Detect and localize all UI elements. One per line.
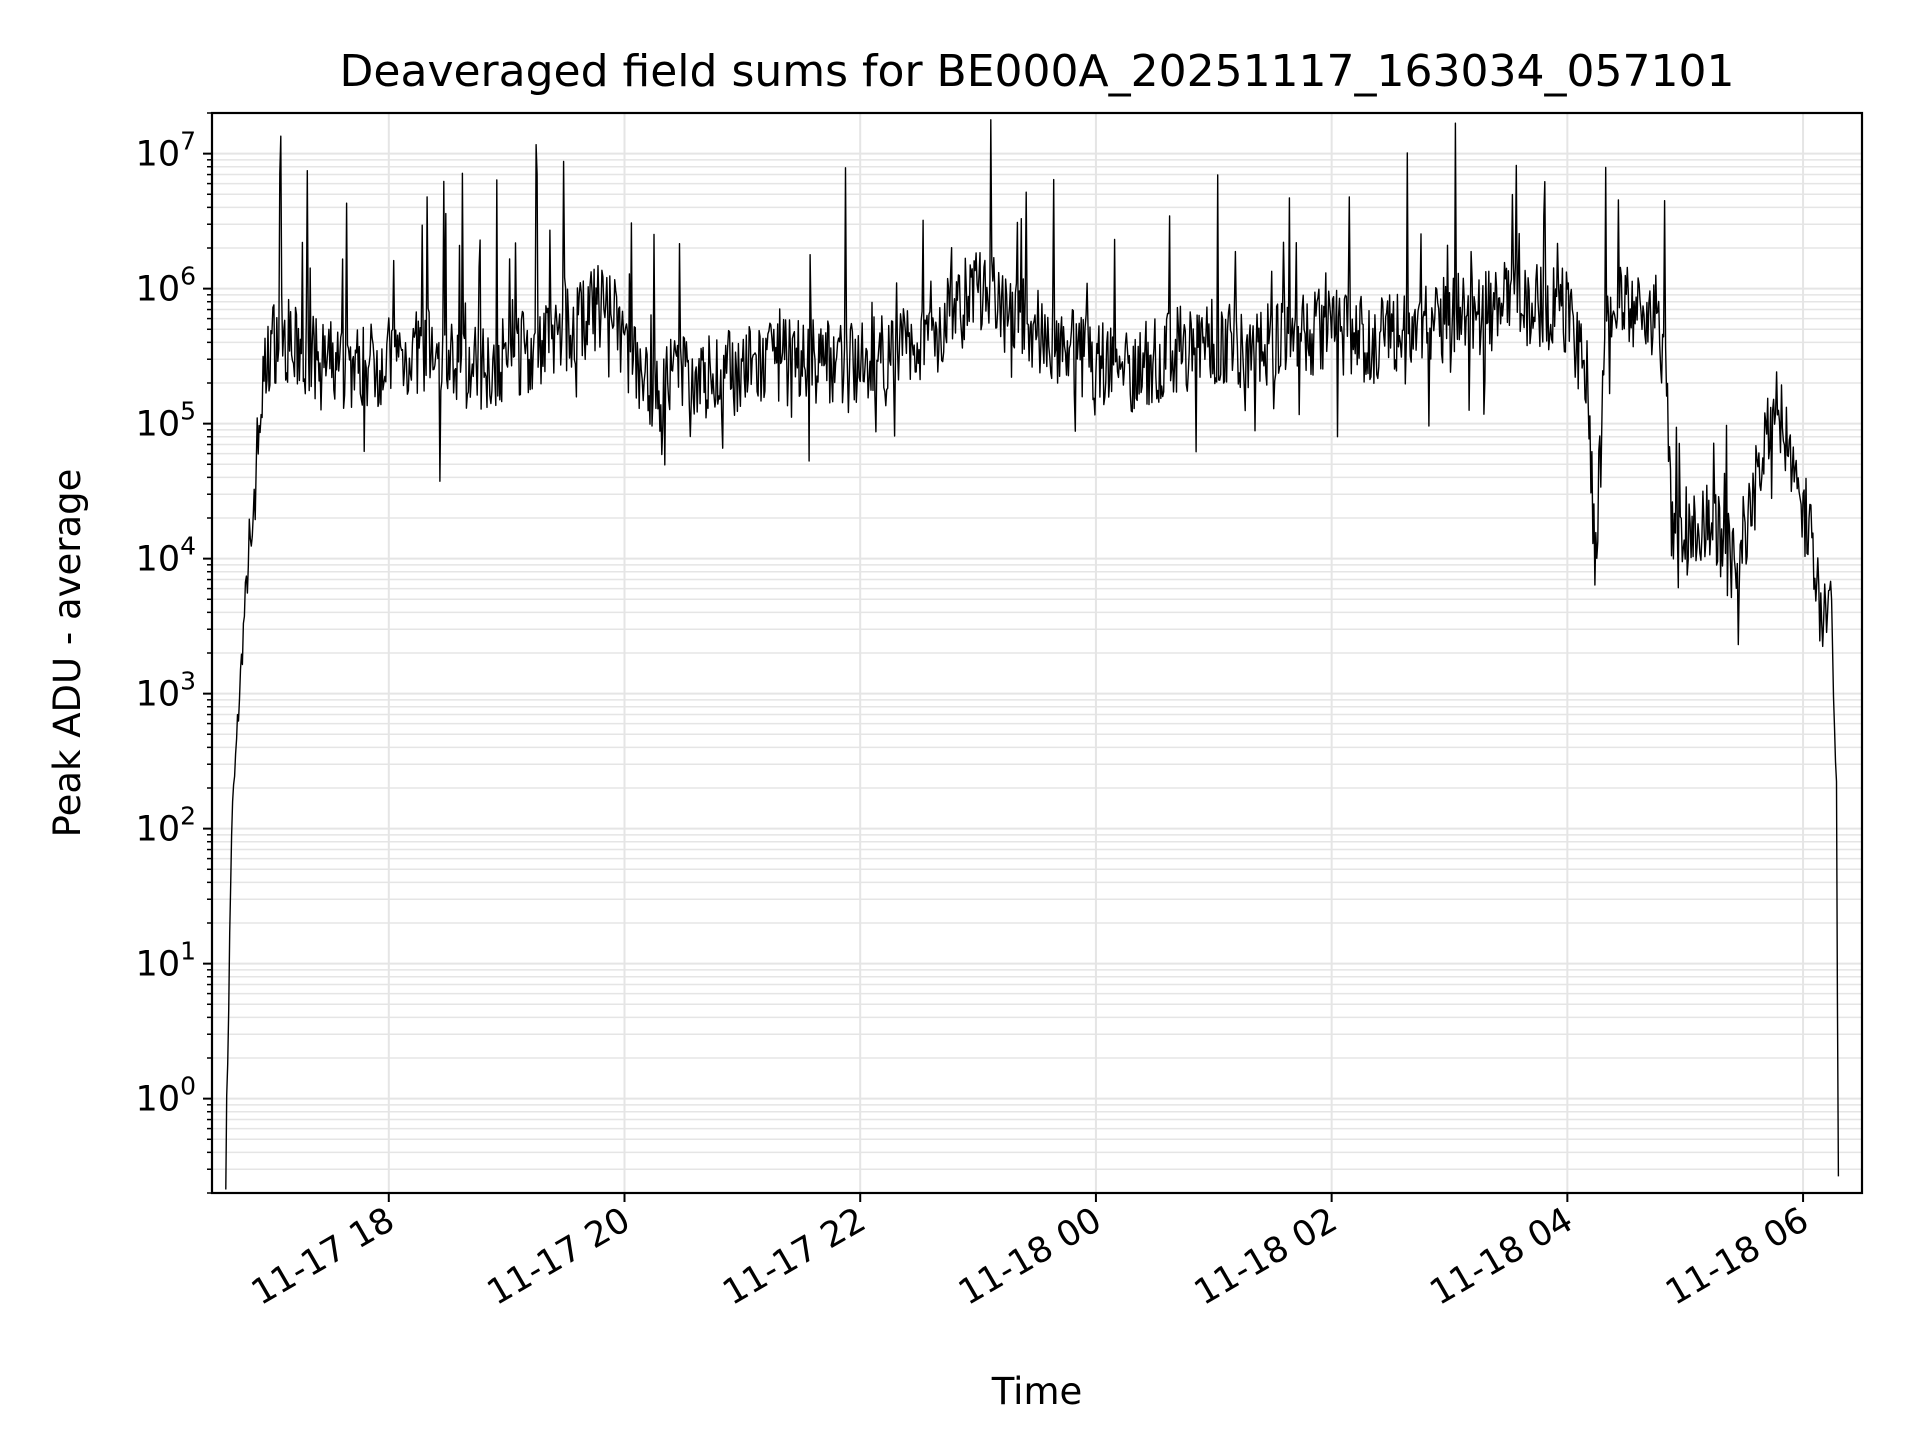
series-line	[225, 119, 1840, 1190]
y-tick-label: 101	[136, 937, 196, 985]
y-tick-label: 104	[136, 532, 196, 580]
grid	[212, 112, 1862, 1194]
y-tick-label: 102	[136, 802, 196, 850]
y-tick-label: 107	[136, 127, 196, 175]
y-tick-label: 105	[136, 397, 196, 445]
y-axis-label: Peak ADU - average	[46, 469, 89, 838]
x-axis-label: Time	[991, 1370, 1083, 1413]
y-tick-label: 106	[136, 262, 196, 310]
chart-title: Deaveraged field sums for BE000A_2025111…	[340, 46, 1735, 97]
y-axis-ticks: 100 101 102 103 104 105 106 107	[136, 112, 212, 1194]
y-tick-label: 100	[136, 1072, 196, 1120]
y-tick-label: 103	[136, 667, 196, 715]
plot-area	[225, 119, 1840, 1190]
